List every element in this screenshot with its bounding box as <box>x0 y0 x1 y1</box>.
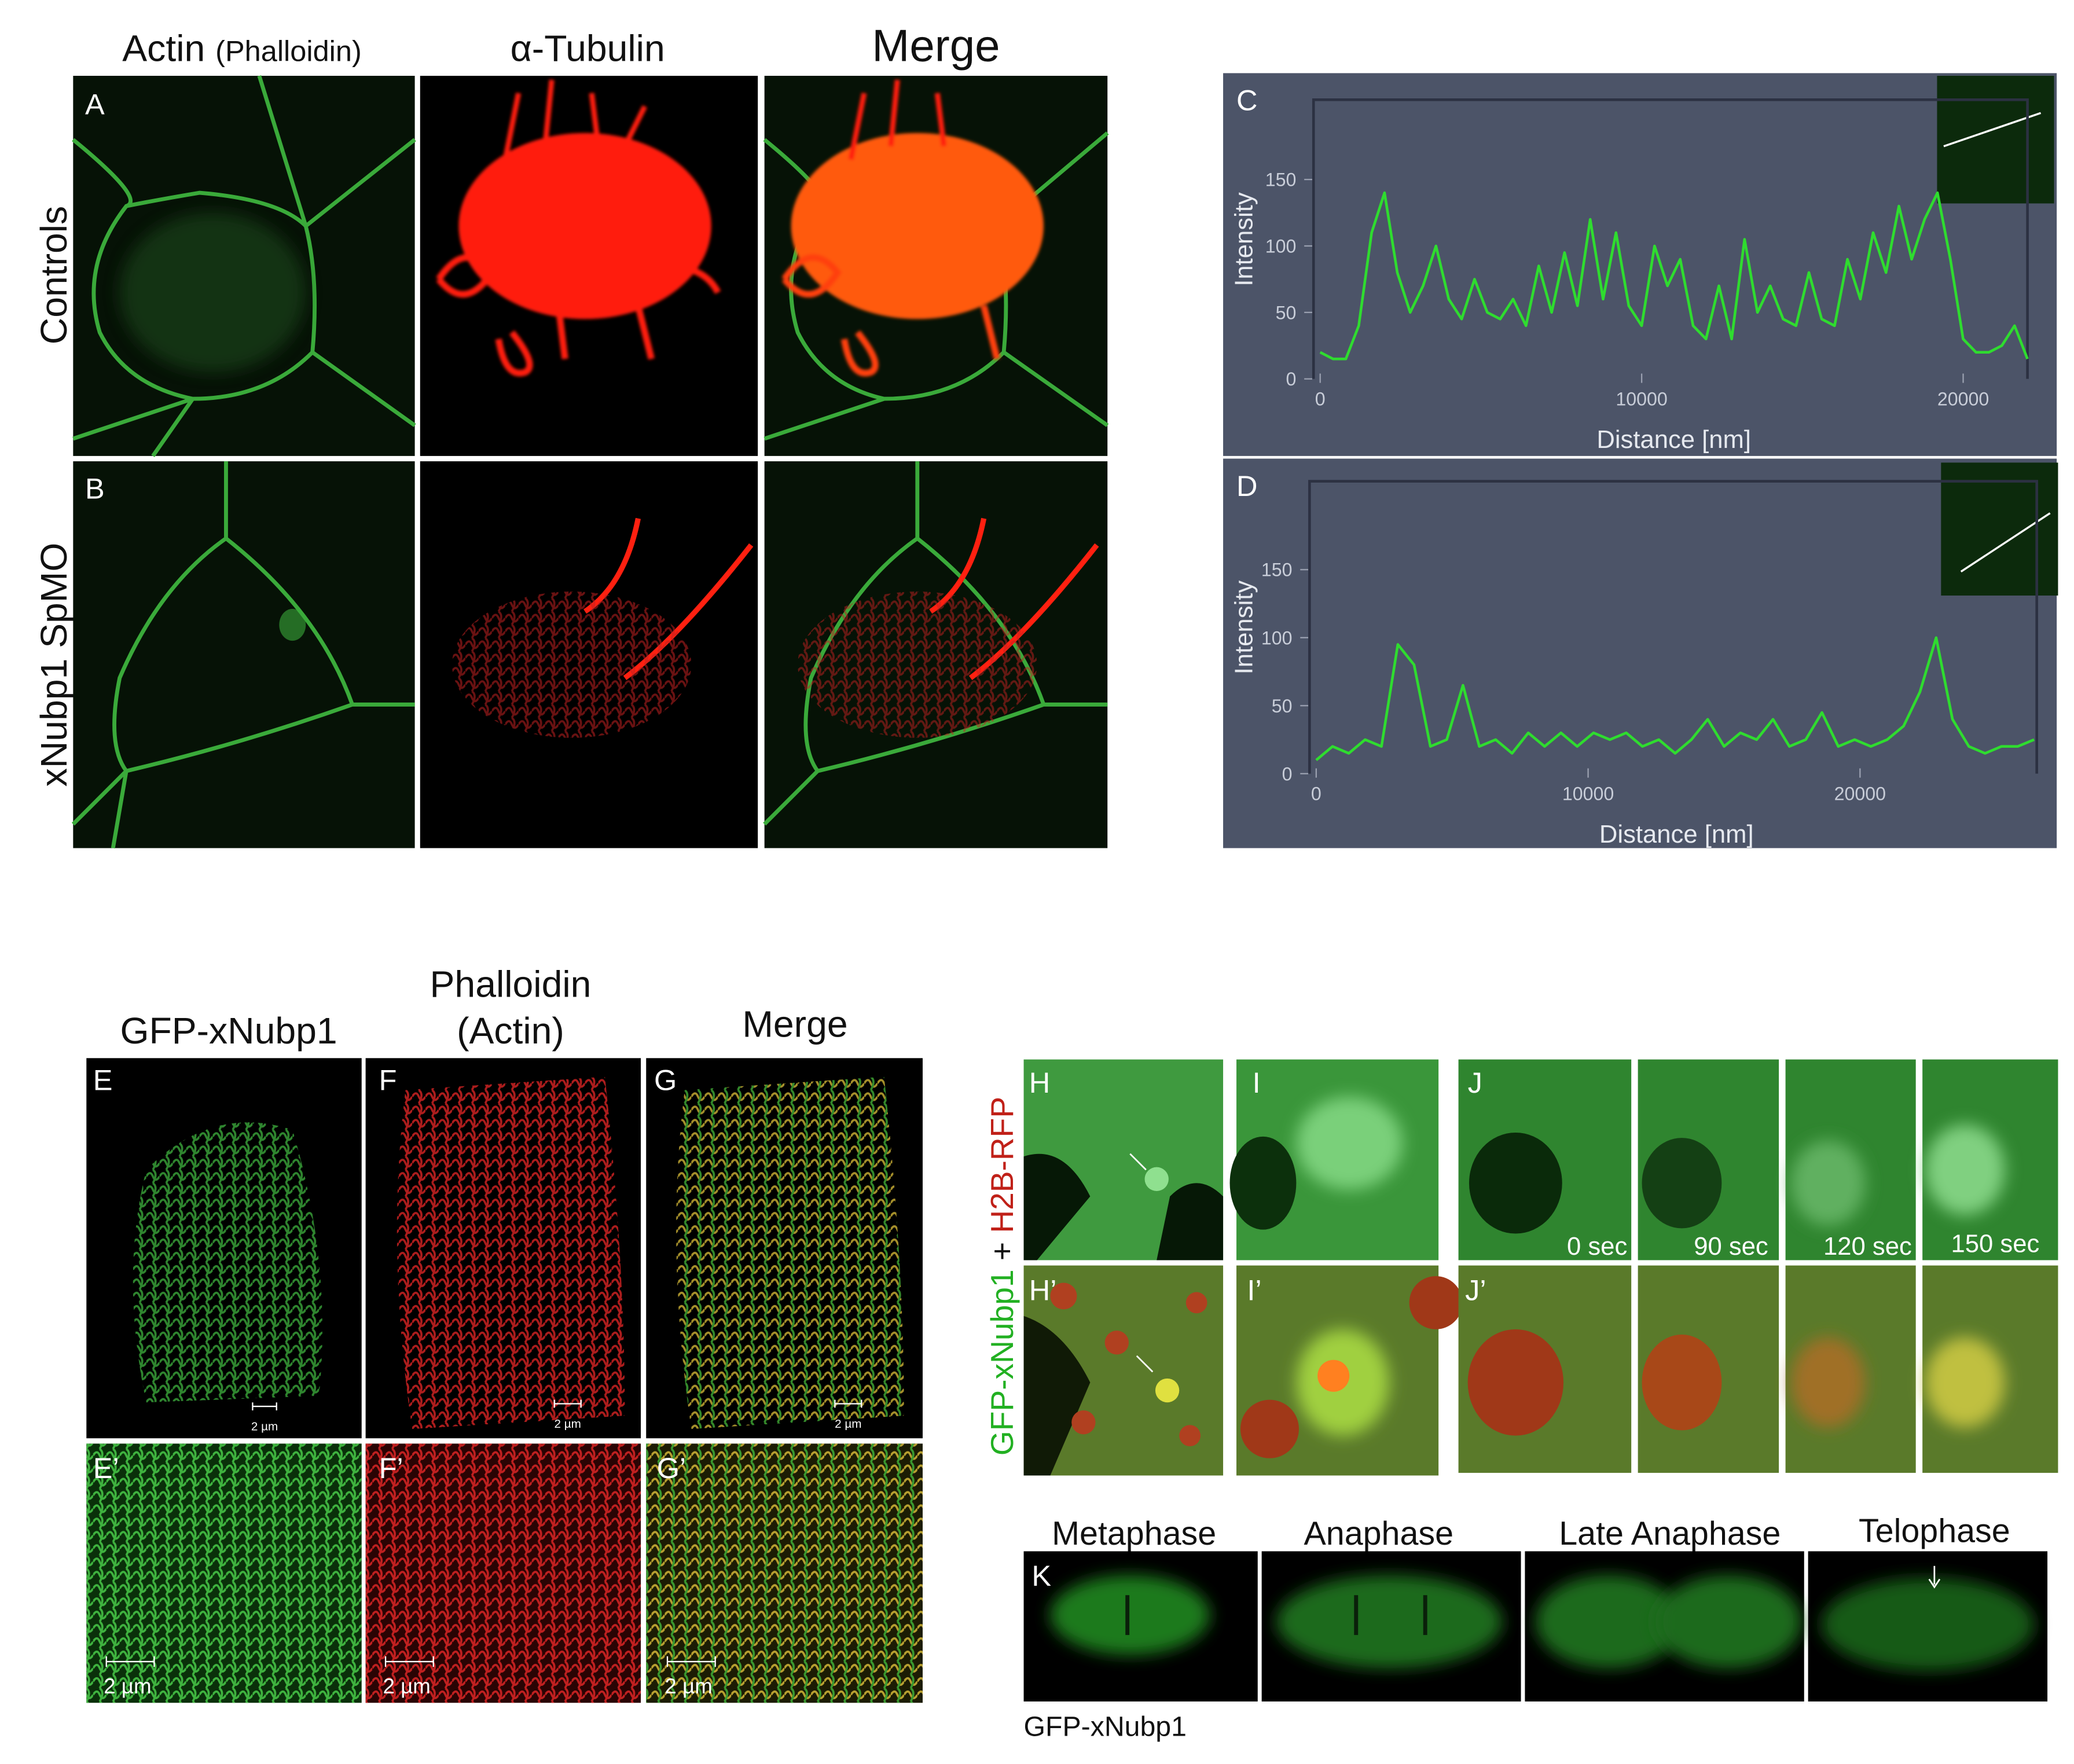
stage-label: Telophase <box>1859 1512 2010 1549</box>
y-tick-label: 150 <box>1265 170 1297 190</box>
plot-frame <box>1308 480 2038 774</box>
panel-letter: D <box>1236 469 1257 502</box>
y-axis-label: Intensity <box>1231 192 1258 286</box>
stage-label: Late Anaphase <box>1559 1515 1781 1552</box>
scale-bar-label: 2 µm <box>555 1417 581 1431</box>
micrographs <box>86 1058 923 1703</box>
panel-letter: A <box>85 88 105 121</box>
inset-arrow <box>1943 112 2042 148</box>
scale-bar-label: 2 µm <box>665 1674 712 1698</box>
scale-bar-label: 2 µm <box>251 1420 278 1433</box>
panel-letter: E <box>93 1063 113 1096</box>
panel-letter: F <box>379 1063 397 1096</box>
panel-letter: B <box>85 472 105 505</box>
y-tick-label: 0 <box>1286 369 1296 389</box>
micrographs <box>1023 1059 2058 1476</box>
panel-letter: K <box>1032 1559 1051 1592</box>
side-label: GFP-xNubp1 + H2B-RFP <box>984 1097 1020 1456</box>
chart-background <box>1223 458 2057 848</box>
intensity-line <box>1319 191 2029 361</box>
panel-letter: H <box>1029 1066 1050 1099</box>
y-axis-label: Intensity <box>1231 580 1258 675</box>
time-label: 150 sec <box>1951 1230 2039 1258</box>
column-title: Merge <box>872 20 1000 71</box>
x-tick-label: 20000 <box>1937 389 1989 410</box>
microtubule-fragments <box>451 517 754 738</box>
y-tick-label: 150 <box>1261 560 1293 580</box>
plot-frame <box>1312 98 2029 379</box>
panel-letter: J’ <box>1465 1273 1486 1306</box>
y-tick-label: 50 <box>1276 302 1297 323</box>
panel-letter: I <box>1253 1066 1261 1099</box>
micrographs <box>1023 1551 2048 1701</box>
chart-background <box>1223 73 2057 456</box>
column-title: GFP-xNubp1 <box>120 1010 337 1052</box>
micrographs <box>71 75 1109 849</box>
column-title: Phalloidin <box>430 964 592 1005</box>
x-tick-label: 20000 <box>1834 784 1886 804</box>
column-title: α-Tubulin <box>511 28 665 69</box>
stage-label: Anaphase <box>1304 1515 1453 1552</box>
time-label: 0 sec <box>1567 1233 1627 1260</box>
row-label: Controls <box>33 206 75 344</box>
panel-letter: G <box>654 1063 677 1096</box>
panel-letter: I’ <box>1247 1273 1261 1306</box>
x-tick-label: 0 <box>1315 389 1326 410</box>
column-title: Actin (Phalloidin) <box>122 28 362 69</box>
column-title: (Actin) <box>457 1010 564 1052</box>
x-tick-label: 0 <box>1311 784 1322 804</box>
time-label: 120 sec <box>1823 1233 1912 1260</box>
y-tick-label: 50 <box>1272 696 1293 716</box>
stage-label: Metaphase <box>1052 1515 1216 1552</box>
scale-bar-label: 2 µm <box>383 1674 430 1698</box>
column-title: Merge <box>742 1004 847 1045</box>
caption: GFP-xNubp1 <box>1024 1711 1187 1743</box>
y-tick-label: 0 <box>1282 763 1293 784</box>
panel-letter: C <box>1236 84 1257 117</box>
x-tick-label: 10000 <box>1562 784 1614 804</box>
scale-bar-label: 2 µm <box>835 1417 861 1431</box>
scale-bar-label: 2 µm <box>104 1674 151 1698</box>
intensity-line <box>1315 636 2035 762</box>
y-tick-label: 100 <box>1265 236 1297 256</box>
row-label: xNubp1 SpMO <box>33 543 75 787</box>
x-axis-label: Distance [nm] <box>1596 426 1751 454</box>
panel-letter: F’ <box>379 1451 403 1484</box>
inset-arrow <box>1960 512 2051 573</box>
inset <box>1941 462 2058 596</box>
time-label: 90 sec <box>1694 1233 1768 1260</box>
panel-letter: G’ <box>657 1451 687 1484</box>
inset <box>1937 75 2054 204</box>
panel-letter: J <box>1468 1066 1482 1099</box>
x-tick-label: 10000 <box>1616 389 1667 410</box>
x-axis-label: Distance [nm] <box>1599 821 1754 848</box>
panel-letter: H’ <box>1029 1273 1057 1306</box>
y-tick-label: 100 <box>1261 627 1293 648</box>
panel-letter: E’ <box>93 1451 119 1484</box>
